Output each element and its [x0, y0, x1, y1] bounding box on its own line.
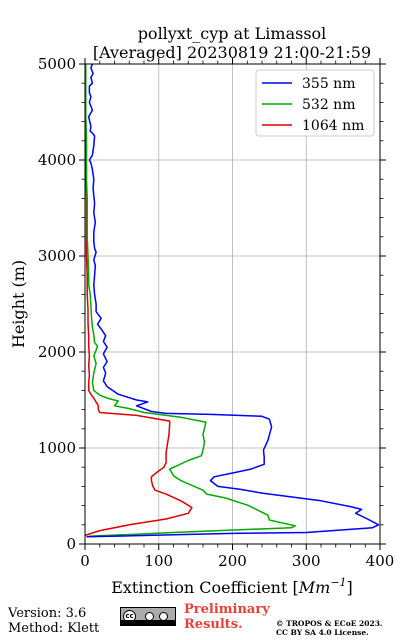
- legend-label: 532 nm: [302, 97, 355, 113]
- version-text: Version: 3.6: [8, 606, 87, 621]
- series-group: [85, 64, 380, 538]
- x-axis-label: Extinction Coefficient [Mm−1]: [111, 576, 353, 597]
- y-tick-label: 2000: [38, 343, 76, 361]
- y-tick-label: 0: [66, 535, 76, 553]
- cc-icon: cc: [123, 610, 136, 623]
- series-line-532-nm: [85, 64, 296, 538]
- x-tick-label: 100: [144, 552, 173, 570]
- legend-label: 1064 nm: [302, 118, 364, 134]
- x-tick-label: 300: [292, 552, 321, 570]
- x-tick-label: 200: [218, 552, 247, 570]
- y-tick-label: 5000: [38, 55, 76, 73]
- legend-box: [255, 69, 375, 137]
- y-tick-label: 4000: [38, 151, 76, 169]
- cc-license-badge[interactable]: cc: [120, 607, 176, 626]
- preliminary-line1: Preliminary: [184, 602, 270, 617]
- x-tick-label: 0: [80, 552, 90, 570]
- legend: 355 nm 532 nm 1064 nm: [255, 69, 375, 137]
- y-tick-label: 1000: [38, 439, 76, 457]
- method-text: Method: Klett: [8, 621, 100, 636]
- copyright-line1: © TROPOS & ECoE 2023.: [276, 619, 383, 628]
- series-line-1064-nm: [85, 64, 193, 537]
- series-line-355-nm: [86, 64, 380, 538]
- copyright-line2: CC BY SA 4.0 License.: [276, 628, 369, 637]
- chart-title-line1: pollyxt_cyp at Limassol: [138, 24, 327, 43]
- legend-label: 355 nm: [302, 76, 355, 92]
- y-axis-label: Height (m): [9, 260, 28, 348]
- copyright-notice: © TROPOS & ECoE 2023. CC BY SA 4.0 Licen…: [276, 619, 383, 637]
- preliminary-notice: Preliminary Results.: [184, 602, 270, 632]
- x-tick-label: 400: [366, 552, 395, 570]
- preliminary-line2: Results.: [184, 617, 243, 632]
- chart-title-line2: [Averaged] 20230819 21:00-21:59: [93, 43, 371, 62]
- badge-strip: [121, 620, 175, 625]
- y-tick-label: 3000: [38, 247, 76, 265]
